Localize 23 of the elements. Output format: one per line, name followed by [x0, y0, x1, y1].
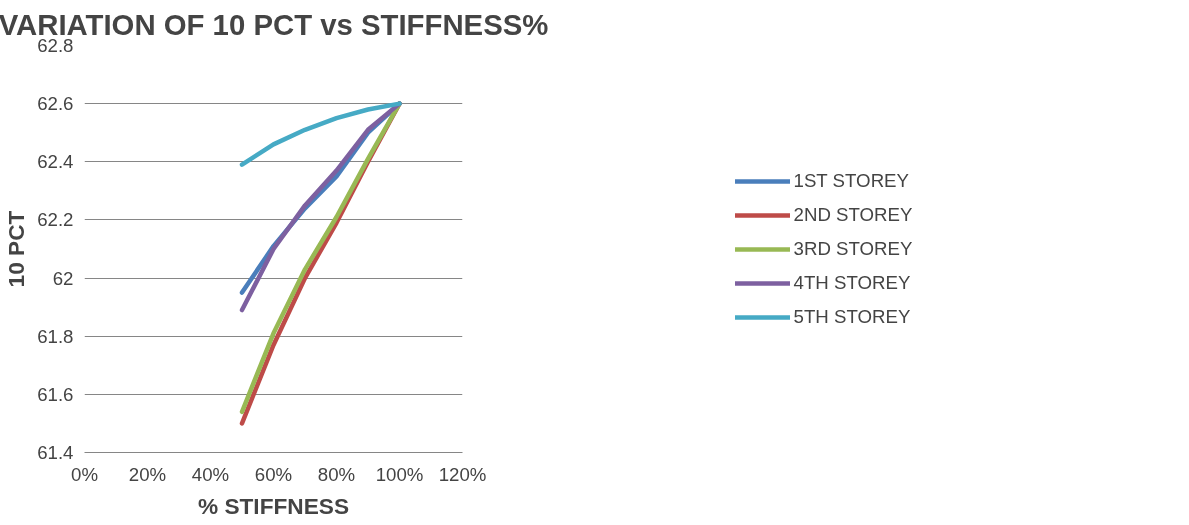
- x-tick-label: 120%: [438, 463, 487, 485]
- x-tick-label: 40%: [191, 463, 230, 485]
- legend-label: 5TH STOREY: [793, 305, 911, 328]
- x-tick-label: 100%: [375, 463, 424, 485]
- x-axis-title: % STIFFNESS: [197, 492, 350, 519]
- legend-label: 3RD STOREY: [793, 237, 913, 260]
- x-tick-label: 60%: [254, 463, 293, 485]
- x-tick-label: 80%: [317, 463, 356, 485]
- y-tick-label: 61.6: [37, 383, 74, 405]
- line-series: [239, 101, 402, 167]
- legend-label: 2ND STOREY: [793, 203, 913, 226]
- x-tick-label: 0%: [71, 463, 98, 485]
- y-tick-label: 62.6: [37, 93, 74, 115]
- legend-label: 4TH STOREY: [793, 271, 911, 294]
- x-tick-label: 20%: [128, 463, 167, 485]
- legend-label: 1ST STOREY: [793, 169, 909, 192]
- y-tick-label: 61.8: [37, 325, 74, 347]
- y-tick-label: 62.8: [37, 35, 74, 56]
- y-tick-label: 62.2: [37, 209, 74, 231]
- y-tick-label: 62: [52, 267, 74, 289]
- y-tick-label: 62.4: [37, 151, 74, 173]
- y-tick-label: 61.4: [37, 442, 74, 463]
- y-axis-title: 10 PCT: [3, 210, 30, 288]
